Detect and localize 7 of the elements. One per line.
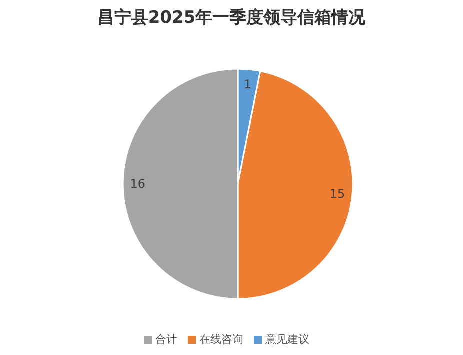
legend-label: 在线咨询 xyxy=(200,333,244,346)
legend-label: 合计 xyxy=(156,333,178,346)
chart-title: 昌宁县2025年一季度领导信箱情况 xyxy=(96,7,367,29)
data-label: 1 xyxy=(244,77,252,92)
legend-label: 意见建议 xyxy=(266,333,310,346)
data-label: 16 xyxy=(130,177,146,191)
data-label: 15 xyxy=(330,186,346,201)
